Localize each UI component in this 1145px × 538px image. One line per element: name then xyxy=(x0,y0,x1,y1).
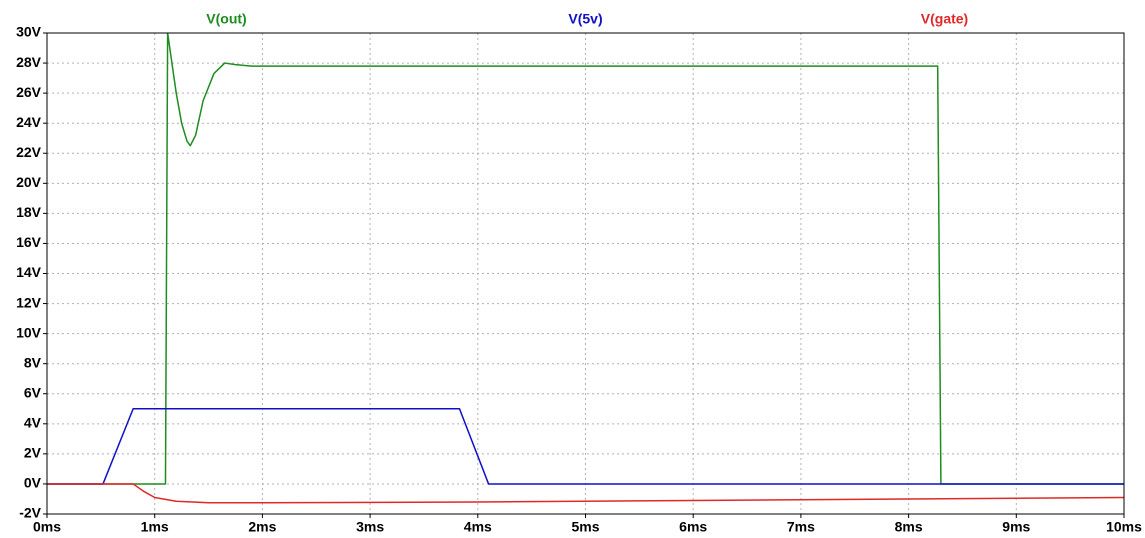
y-tick-label: 4V xyxy=(24,415,42,431)
plot-frame xyxy=(46,32,1125,515)
series-line xyxy=(47,408,1124,485)
plot-area xyxy=(47,33,1124,504)
x-tick-label: 2ms xyxy=(248,519,276,535)
x-tick-label: 7ms xyxy=(787,519,815,535)
y-tick-label: 22V xyxy=(16,144,42,160)
y-tick-label: 30V xyxy=(16,24,42,40)
y-tick-label: 2V xyxy=(24,445,42,461)
x-tick-label: 3ms xyxy=(356,519,384,535)
x-tick-label: 10ms xyxy=(1106,519,1142,535)
y-tick-label: 14V xyxy=(16,264,42,280)
y-tick-label: 10V xyxy=(16,324,42,340)
x-tick-label: 4ms xyxy=(464,519,492,535)
x-tick-label: 1ms xyxy=(141,519,169,535)
x-tick-label: 0ms xyxy=(33,519,61,535)
grid xyxy=(43,32,1125,518)
y-tick-label: -2V xyxy=(19,505,41,521)
y-tick-label: 18V xyxy=(16,204,42,220)
labels: -2V 0V 2V 4V 6V 8V 10V 12V 14V 16V 18V 20V 22V 24V 26V… xyxy=(16,11,1142,535)
x-tick-label: 9ms xyxy=(1002,519,1030,535)
y-tick-label: 24V xyxy=(16,114,42,130)
y-tick-label: 6V xyxy=(24,384,42,400)
y-tick-label: 26V xyxy=(16,84,42,100)
y-tick-label: 8V xyxy=(24,354,42,370)
x-tick-label: 8ms xyxy=(895,519,923,535)
series-line xyxy=(47,33,1124,485)
y-tick-label: 0V xyxy=(24,475,42,491)
x-tick-label: 5ms xyxy=(571,519,599,535)
legend-label: V(5v) xyxy=(568,11,602,27)
x-tick-label: 6ms xyxy=(679,519,707,535)
legend-label: V(gate) xyxy=(921,11,968,27)
series-line xyxy=(47,483,1124,504)
legend-label: V(out) xyxy=(206,11,246,27)
y-tick-label: 20V xyxy=(16,174,42,190)
y-tick-label: 16V xyxy=(16,234,42,250)
y-tick-label: 28V xyxy=(16,54,42,70)
y-tick-label: 12V xyxy=(16,294,42,310)
